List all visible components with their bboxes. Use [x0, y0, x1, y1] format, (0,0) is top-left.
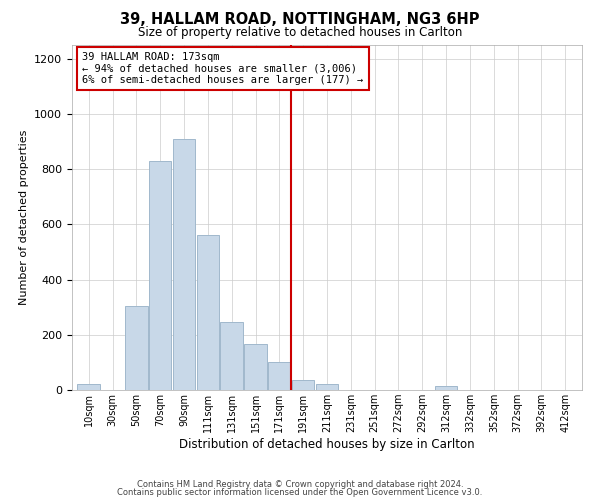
X-axis label: Distribution of detached houses by size in Carlton: Distribution of detached houses by size … [179, 438, 475, 451]
Bar [197, 236, 219, 390]
Bar [173, 139, 196, 390]
Bar [244, 344, 267, 390]
Bar [220, 322, 243, 390]
Text: Contains public sector information licensed under the Open Government Licence v3: Contains public sector information licen… [118, 488, 482, 497]
Bar [316, 384, 338, 390]
Text: Size of property relative to detached houses in Carlton: Size of property relative to detached ho… [138, 26, 462, 39]
Bar [292, 380, 314, 390]
Bar [268, 362, 290, 390]
Bar [149, 161, 172, 390]
Text: 39 HALLAM ROAD: 173sqm
← 94% of detached houses are smaller (3,006)
6% of semi-d: 39 HALLAM ROAD: 173sqm ← 94% of detached… [82, 52, 364, 85]
Bar [125, 306, 148, 390]
Bar [435, 386, 457, 390]
Bar [77, 384, 100, 390]
Y-axis label: Number of detached properties: Number of detached properties [19, 130, 29, 305]
Text: Contains HM Land Registry data © Crown copyright and database right 2024.: Contains HM Land Registry data © Crown c… [137, 480, 463, 489]
Text: 39, HALLAM ROAD, NOTTINGHAM, NG3 6HP: 39, HALLAM ROAD, NOTTINGHAM, NG3 6HP [120, 12, 480, 28]
